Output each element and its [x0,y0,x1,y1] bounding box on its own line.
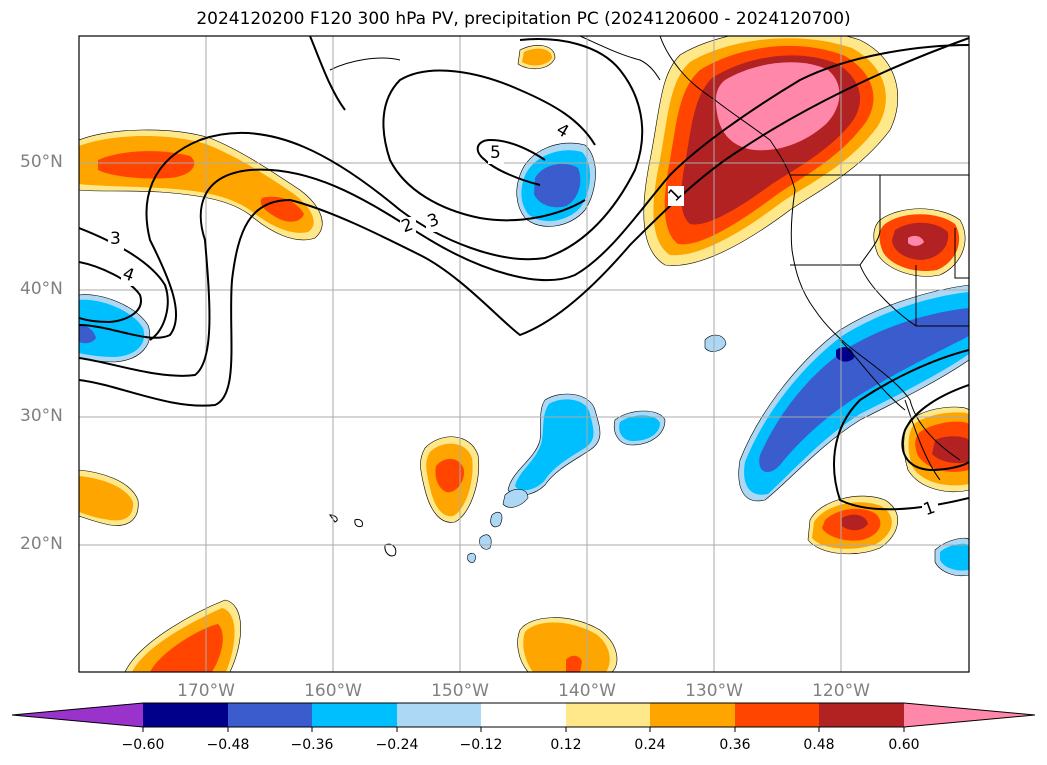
colorbar-tick-label: −0.60 [121,737,165,753]
map-title: 2024120200 F120 300 hPa PV, precipitatio… [196,9,851,29]
map-frame [78,35,970,673]
contour-label: 5 [490,143,501,163]
colorbar-swatch [143,703,228,727]
colorbar-tick-label: −0.36 [290,737,334,753]
colorbar-extend-min [12,703,143,727]
pv-contours [79,36,969,511]
lat-label: 20°N [20,534,63,554]
colorbar-tick-label: −0.12 [459,737,503,753]
negative-precip-shading [79,142,969,577]
contour-label-bgs [108,122,938,520]
colorbar-extend-max [904,703,1035,727]
lon-label: 150°W [431,681,489,701]
lat-label: 50°N [20,152,63,172]
colorbar-swatch [397,703,481,727]
lon-label: 160°W [304,681,362,701]
lat-label: 30°N [20,406,63,426]
colorbar-swatch [650,703,735,727]
colorbar-tick-label: −0.48 [206,737,250,753]
colorbar [11,702,1036,732]
colorbar-swatch [819,703,904,727]
map-content [79,36,969,672]
positive-precip-shading [79,36,969,672]
lon-label: 130°W [685,681,743,701]
colorbar-tick-label: 0.12 [550,737,582,753]
colorbar-swatch [228,703,312,727]
colorbar-tick-label: 0.48 [803,737,835,753]
colorbar-swatch [566,703,650,727]
colorbar-swatch [312,703,397,727]
lat-label: 40°N [20,279,63,299]
colorbar-tick-label: 0.60 [888,737,920,753]
colorbar-tick-label: −0.24 [375,737,419,753]
lon-label: 170°W [177,681,235,701]
lon-label: 140°W [558,681,616,701]
colorbar-tick-label: 0.36 [719,737,751,753]
colorbar-swatch [481,703,566,727]
contour-label: 3 [110,229,121,249]
colorbar-swatch [735,703,819,727]
lon-label: 120°W [812,681,870,701]
colorbar-tick-label: 0.24 [634,737,666,753]
coastlines [329,36,969,557]
